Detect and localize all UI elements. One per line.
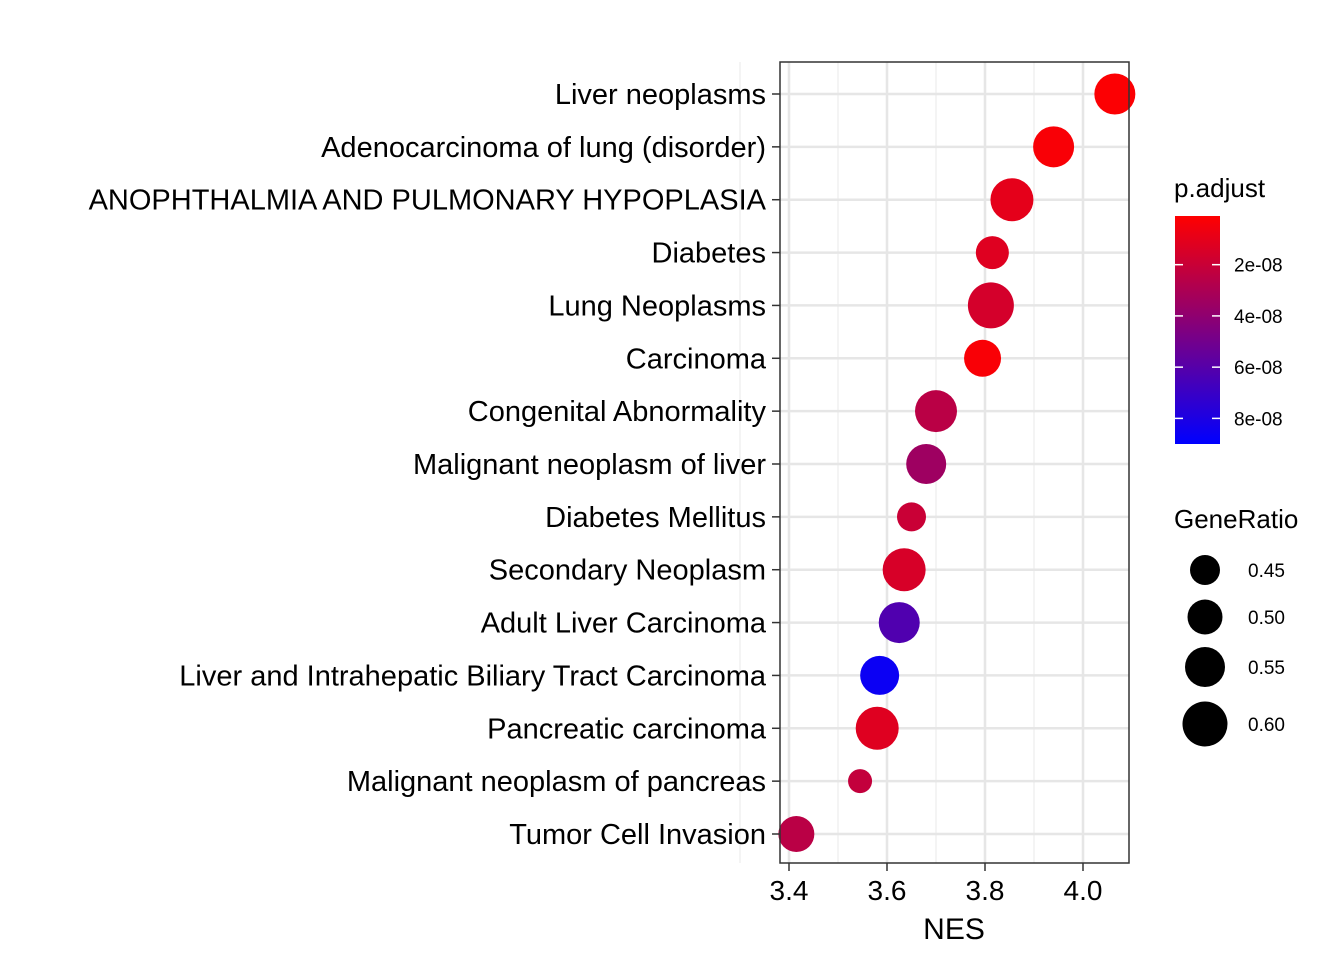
size-legend-label: 0.50: [1248, 608, 1285, 629]
data-point: [878, 602, 920, 644]
plot-panel-background: [780, 62, 1129, 863]
color-legend-label: 8e-08: [1234, 409, 1283, 430]
data-point: [897, 502, 926, 532]
color-legend-label: 2e-08: [1234, 256, 1283, 277]
data-point: [975, 236, 1009, 270]
y-tick-label: Pancreatic carcinoma: [487, 713, 767, 745]
data-point: [882, 548, 926, 592]
size-legend-key: [1187, 599, 1223, 635]
size-legend-key: [1185, 647, 1225, 687]
size-legend-label: 0.45: [1248, 561, 1285, 582]
size-legend-label: 0.60: [1248, 715, 1285, 736]
data-point: [906, 444, 947, 484]
y-tick-label: Liver neoplasms: [555, 79, 766, 111]
size-legend: GeneRatio 0.45 0.50 0.55 0.60: [1174, 504, 1298, 747]
size-legend-keys: 0.45 0.50 0.55 0.60: [1182, 555, 1285, 747]
y-tick-label: Diabetes: [652, 238, 766, 270]
x-tick-label: 3.8: [966, 875, 1005, 906]
y-axis: Liver neoplasms Adenocarcinoma of lung (d…: [89, 79, 780, 851]
x-axis: 3.4 3.6 3.8 4.0: [770, 863, 1103, 906]
x-tick-label: 3.4: [770, 875, 809, 906]
y-tick-label: Lung Neoplasms: [548, 290, 766, 322]
y-tick-label: Diabetes Mellitus: [545, 502, 766, 534]
data-point: [990, 178, 1034, 222]
color-legend-ticks: 2e-08 4e-08 6e-08 8e-08: [1175, 256, 1283, 430]
data-point: [855, 706, 899, 750]
y-tick-label: Malignant neoplasm of pancreas: [347, 766, 766, 798]
data-point: [778, 816, 815, 852]
y-tick-label: Liver and Intrahepatic Biliary Tract Car…: [179, 660, 767, 692]
grid-major: [780, 62, 1129, 863]
color-legend-label: 6e-08: [1234, 358, 1283, 379]
color-legend: p.adjust 2e-08 4e-08 6e-08 8e-08: [1174, 173, 1283, 444]
size-legend-key: [1182, 701, 1228, 747]
color-legend-title: p.adjust: [1174, 173, 1266, 203]
data-point: [1094, 73, 1136, 115]
y-tick-label: Adult Liver Carcinoma: [481, 608, 767, 640]
y-tick-label: Congenital Abnormality: [468, 396, 767, 428]
y-tick-label: Secondary Neoplasm: [489, 555, 766, 587]
plot-panel-border: [779, 61, 1130, 864]
x-axis-title: NES: [923, 913, 985, 946]
plot-panel: [739, 61, 1136, 864]
data-point: [964, 339, 1002, 377]
y-tick-label: ANOPHTHALMIA AND PULMONARY HYPOPLASIA: [89, 185, 767, 217]
size-legend-label: 0.55: [1248, 658, 1285, 679]
y-tick-label: Carcinoma: [626, 343, 767, 375]
data-point: [1033, 126, 1075, 168]
color-legend-label: 4e-08: [1234, 307, 1283, 328]
size-legend-title: GeneRatio: [1174, 504, 1298, 534]
data-points: [778, 73, 1136, 852]
data-point: [915, 390, 957, 433]
x-tick-label: 3.6: [868, 875, 907, 906]
data-point: [860, 655, 900, 695]
y-tick-label: Tumor Cell Invasion: [509, 819, 766, 851]
color-legend-bar: [1175, 216, 1220, 444]
y-tick-label: Adenocarcinoma of lung (disorder): [321, 132, 766, 164]
y-tick-label: Malignant neoplasm of liver: [413, 449, 766, 481]
data-point: [848, 769, 873, 794]
size-legend-key: [1190, 555, 1220, 585]
x-tick-label: 4.0: [1064, 875, 1103, 906]
data-point: [967, 282, 1014, 329]
